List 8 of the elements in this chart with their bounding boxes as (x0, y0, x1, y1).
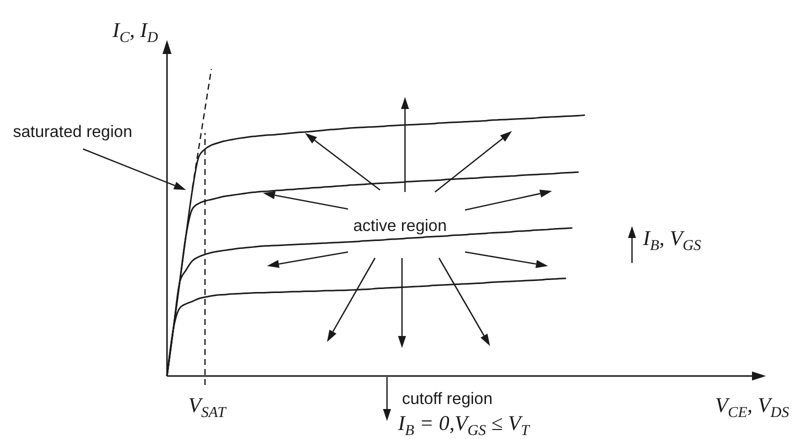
annotation: I$_{B}$, V$_{GS}$ (642, 226, 702, 254)
text: V$_{SAT}$ (188, 393, 228, 422)
text: saturated region (13, 123, 132, 141)
text: cutoff region (402, 390, 493, 408)
annotation: active region (353, 217, 447, 235)
x-axis-title: V$_{CE}$, V$_{DS}$ (715, 393, 790, 422)
text: I$_{B}$ = 0,V$_{GS}$ ≤ V$_{T}$ (397, 411, 531, 439)
y-axis-title: I$_{C}$, I$_{D}$ (112, 18, 158, 46)
